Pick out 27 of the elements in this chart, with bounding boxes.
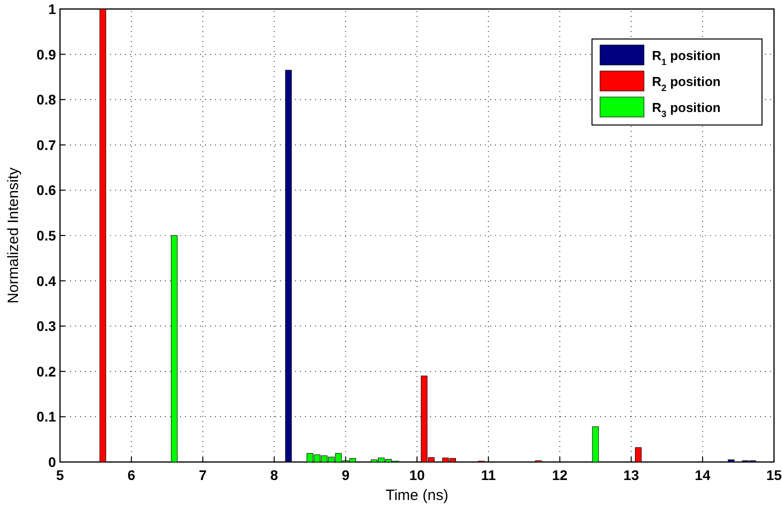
y-tick-label: 0.6	[36, 182, 56, 198]
x-axis-title: Time (ns)	[386, 487, 448, 504]
y-tick-label: 0.5	[36, 228, 56, 244]
x-tick-label: 6	[128, 467, 136, 483]
x-tick-label: 13	[623, 467, 640, 483]
x-tick-label: 8	[270, 467, 278, 483]
x-tick-label: 5	[56, 467, 64, 483]
y-tick-label: 0.2	[36, 363, 56, 380]
y-tick-label: 0.3	[36, 318, 56, 334]
y-tick-label: 0	[48, 454, 56, 470]
x-tick-label: 7	[198, 467, 207, 483]
y-tick-label: 0.1	[36, 408, 56, 425]
y-tick-label: 0.9	[36, 46, 56, 62]
x-tick-label: 9	[342, 467, 350, 483]
y-tick-label: 0.7	[36, 136, 56, 153]
x-tick-label: 10	[409, 467, 425, 483]
x-tick-label: 14	[694, 467, 711, 483]
y-axis-title: Normalized Intensity	[5, 167, 22, 304]
x-tick-label: 12	[552, 467, 568, 483]
y-tick-label: 0.8	[36, 92, 56, 108]
x-tick-label: 15	[766, 467, 782, 483]
y-tick-label: 0.4	[36, 272, 56, 289]
x-tick-label: 11	[480, 467, 496, 483]
legend-label: R$_{2}$ position	[652, 74, 721, 93]
legend-label: R$_{1}$ position	[652, 48, 721, 67]
legend-label: R$_{3}$ position	[652, 100, 721, 119]
y-tick-label: 1	[48, 1, 56, 17]
